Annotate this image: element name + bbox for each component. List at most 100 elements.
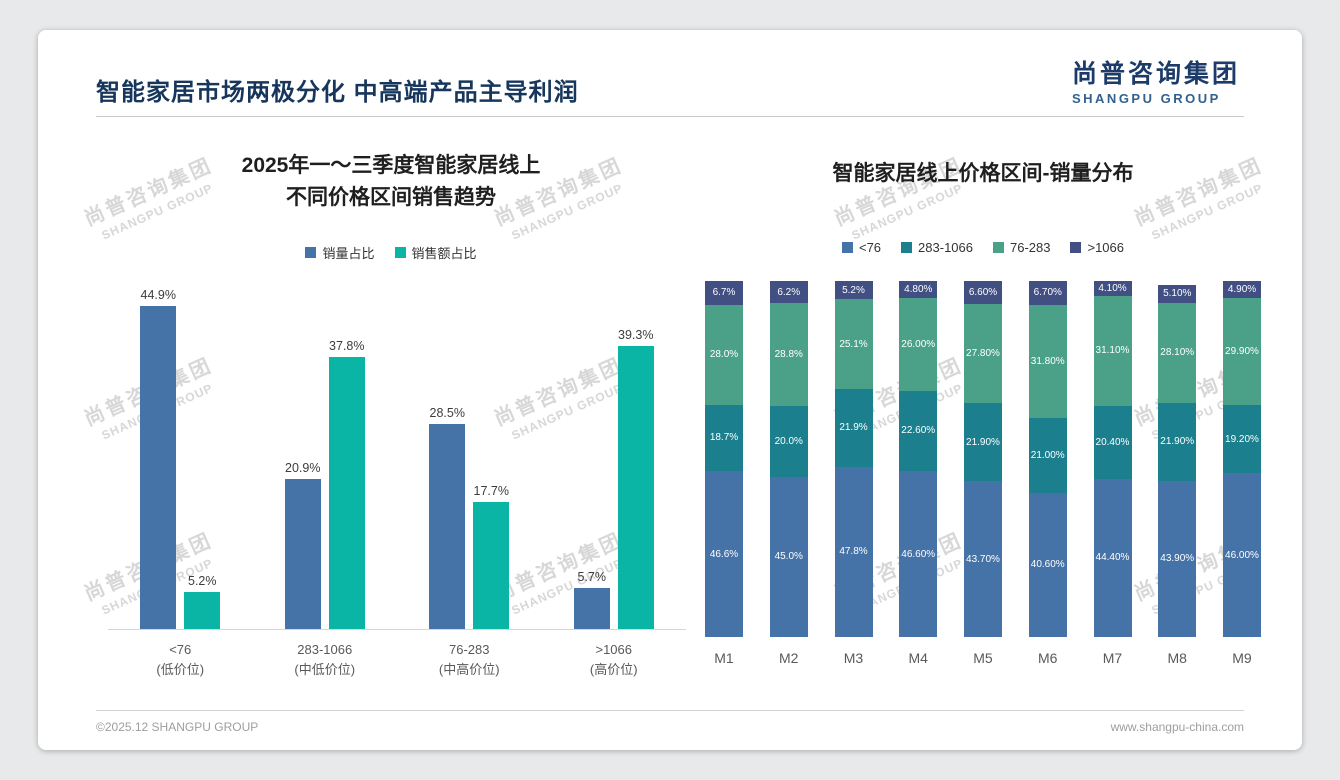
- stack-segment: 27.80%: [964, 304, 1002, 404]
- legend-swatch: [901, 242, 913, 253]
- segment-value-label: 20.40%: [1095, 437, 1130, 449]
- segment-value-label: 44.40%: [1095, 552, 1130, 564]
- bar-value-label: 17.7%: [473, 483, 509, 498]
- segment-value-label: 18.7%: [709, 432, 739, 444]
- category-line: (高价位): [589, 661, 638, 677]
- legend-item: 销量占比: [305, 243, 375, 262]
- bar-value-label: 5.2%: [188, 573, 217, 588]
- stack-segment: 31.80%: [1028, 304, 1067, 418]
- stack-segment: 29.90%: [1223, 298, 1261, 405]
- segment-value-label: 28.8%: [774, 348, 803, 360]
- segment-value-label: 46.00%: [1225, 549, 1259, 561]
- stack-segment: 44.40%: [1093, 478, 1132, 637]
- legend-item: 283-1066: [901, 240, 973, 255]
- category-line: (低价位): [156, 661, 205, 677]
- stack-segment: 28.8%: [769, 303, 808, 406]
- stack-segment: 43.70%: [964, 481, 1002, 637]
- month-label: M4: [908, 650, 928, 666]
- bar: 5.7%: [573, 570, 610, 629]
- bar: 37.8%: [328, 339, 365, 629]
- bar: 44.9%: [140, 288, 177, 629]
- month-label: M5: [973, 650, 993, 666]
- bar: 20.9%: [284, 461, 321, 629]
- stack-segment: 21.90%: [964, 403, 1002, 482]
- legend-label: 销量占比: [322, 246, 375, 261]
- segment-value-label: 46.6%: [709, 548, 739, 560]
- company-logo: 尚普咨询集团 SHANGPU GROUP: [1072, 54, 1240, 106]
- legend-item: 76-283: [993, 240, 1050, 255]
- bar-value-label: 20.9%: [285, 460, 321, 475]
- legend-item: <76: [841, 240, 881, 255]
- stacked-bar: 4.90% 29.90% 19.20% 46.00%: [1223, 281, 1261, 637]
- segment-value-label: 28.0%: [709, 349, 739, 361]
- bar-value-label: 37.8%: [329, 338, 365, 353]
- month-label: M6: [1038, 650, 1058, 666]
- segment-value-label: 21.00%: [1030, 449, 1065, 461]
- stack-segment: 5.2%: [834, 280, 873, 300]
- segment-value-label: 25.1%: [839, 338, 868, 350]
- title-divider: [96, 116, 1244, 117]
- stack-segment: 6.70%: [1028, 280, 1067, 305]
- stack-segment: 21.90%: [1158, 402, 1197, 481]
- left-chart-title-line2: 不同价格区间销售趋势: [286, 185, 496, 209]
- segment-value-label: 4.80%: [904, 283, 933, 295]
- segment-value-label: 46.60%: [901, 548, 936, 560]
- stack-segment: 47.8%: [834, 466, 873, 637]
- legend-swatch: [993, 242, 1004, 253]
- slide: 尚普咨询集团 SHANGPU GROUP 尚普咨询集团 SHANGPU GROUP 尚普…: [38, 30, 1302, 750]
- segment-value-label: 5.10%: [1163, 288, 1192, 300]
- stacked-bar: 6.60% 27.80% 21.90% 43.70%: [964, 280, 1002, 637]
- stacked-bar: 4.10% 31.10% 20.40% 44.40%: [1093, 281, 1132, 637]
- legend-swatch: [1070, 242, 1082, 253]
- segment-value-label: 6.60%: [968, 287, 998, 299]
- left-chart-title-line1: 2025年一～三季度智能家居线上: [241, 154, 541, 177]
- stack-segment: 4.10%: [1093, 281, 1132, 296]
- legend-item: >1066: [1070, 240, 1124, 255]
- right-chart-title: 智能家居线上价格区间-销量分布: [832, 162, 1134, 185]
- bar-value-label: 5.7%: [577, 570, 607, 584]
- bar: 17.7%: [473, 484, 510, 629]
- stack-segment: 21.00%: [1028, 417, 1067, 493]
- segment-value-label: 43.70%: [966, 553, 1000, 565]
- category-label: 76-283 (中高价位): [397, 640, 542, 679]
- left-chart-categories: <76 (低价位) 283-1066 (中低价位) 76-283 (中高价位) >1066 (…: [108, 640, 686, 679]
- segment-value-label: 45.0%: [774, 551, 803, 563]
- slide-title: 智能家居市场两极分化 中高端产品主导利润: [96, 79, 579, 106]
- logo-english-text: SHANGPU GROUP: [1071, 91, 1221, 106]
- category-line: >1066: [595, 642, 632, 657]
- category-label: <76 (低价位): [108, 640, 253, 679]
- month-label: M9: [1232, 650, 1252, 666]
- slide-footer: ©2025.12 SHANGPU GROUP www.shangpu-china…: [96, 710, 1244, 734]
- left-chart-legend: 销量占比 销售额占比: [96, 243, 686, 262]
- bar: 39.3%: [617, 328, 654, 629]
- segment-value-label: 29.90%: [1225, 346, 1259, 358]
- bar: 5.2%: [184, 574, 221, 629]
- stack-segment: 46.6%: [705, 471, 743, 637]
- bar: 28.5%: [429, 406, 466, 629]
- segment-value-label: 28.10%: [1160, 347, 1195, 359]
- legend-label: 销售额占比: [411, 246, 477, 261]
- stack-segment: 5.10%: [1158, 284, 1197, 303]
- bar-group: 28.5% 17.7%: [429, 406, 510, 629]
- stacked-bar: 6.7% 28.0% 18.7% 46.6%: [705, 280, 743, 637]
- category-line: 76-283: [449, 642, 490, 657]
- right-chart-plot: 6.7% 28.0% 18.7% 46.6% 6.2% 28.8% 20.0% 45.0% 5.…: [705, 280, 1261, 637]
- stack-segment: 4.80%: [899, 280, 938, 299]
- stack-segment: 19.20%: [1223, 404, 1261, 474]
- stack-segment: 46.00%: [1223, 473, 1261, 637]
- bar-value-label: 44.9%: [140, 287, 176, 302]
- segment-value-label: 21.90%: [1160, 436, 1195, 448]
- category-line: 283-1066: [297, 642, 353, 657]
- left-chart-plot: 44.9% 5.2% 20.9% 37.8% 28.5% 17.7% 5.7% 39.3%: [108, 270, 686, 630]
- segment-value-label: 5.2%: [842, 284, 865, 296]
- category-label: 283-1066 (中低价位): [253, 640, 398, 679]
- month-label: M3: [843, 650, 864, 666]
- category-line: (中高价位): [438, 661, 500, 677]
- bar-value-label: 39.3%: [618, 328, 654, 342]
- logo-chinese-text: 尚普咨询集团: [1071, 60, 1240, 88]
- stack-segment: 4.90%: [1223, 281, 1261, 299]
- segment-value-label: 22.60%: [901, 425, 936, 437]
- right-chart-months: M1 M2 M3 M4 M5 M6 M7 M8 M9: [705, 650, 1261, 666]
- stack-segment: 20.40%: [1093, 406, 1132, 479]
- category-line: (中低价位): [294, 661, 356, 677]
